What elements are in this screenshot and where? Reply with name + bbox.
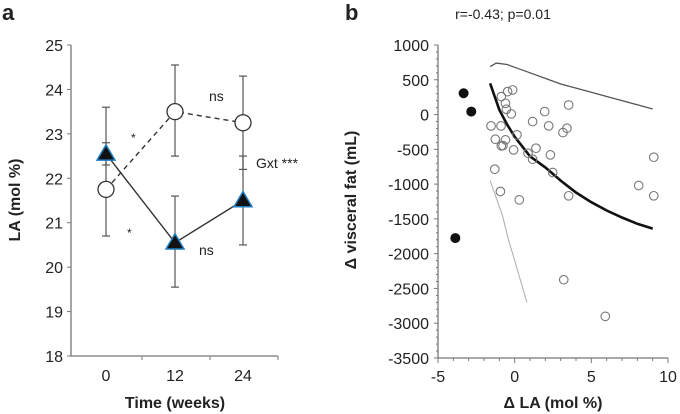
open-scatter-point <box>648 190 659 201</box>
filled-triangle-point <box>164 232 186 250</box>
open-scatter-point <box>489 164 500 175</box>
panel-b-y-tick-label: -3500 <box>388 351 429 368</box>
panel-a-y-tick-label: 21 <box>45 216 63 233</box>
panel-a-y-tick-label: 18 <box>45 349 63 366</box>
open-scatter-point <box>512 130 522 140</box>
filled-triangle-point <box>95 143 117 161</box>
panel-b-x-tick-label: 5 <box>587 369 596 386</box>
panel-a: a LA (mol %) Time (weeks) ns ns * * Gxt … <box>2 0 299 412</box>
annotation-star-upper: * <box>131 131 136 145</box>
panel-b-y-tick-label: 500 <box>402 73 429 90</box>
panel-a-y-tick-label: 20 <box>45 260 63 277</box>
panel-b-y-tick-label: 0 <box>420 108 429 125</box>
open-scatter-point <box>486 121 496 131</box>
open-scatter-point <box>531 143 541 154</box>
annotation-ns-lower: ns <box>199 242 214 258</box>
panel-b: b r=-0.43; p=0.01 Δ visceral fat (mL) Δ … <box>343 0 677 412</box>
open-scatter-point <box>558 274 569 285</box>
open-scatter-point <box>490 134 501 145</box>
panel-b-marks: 1000 500 0 -500 -1000 -1500 -2000 -2500 -3000 -35… <box>388 38 677 386</box>
open-scatter-point <box>507 85 518 95</box>
open-scatter-point <box>496 121 506 131</box>
panel-b-y-tick-label: -2500 <box>388 281 429 298</box>
open-scatter-point <box>600 311 611 322</box>
annotation-gxt: Gxt *** <box>256 155 299 171</box>
open-scatter-point <box>527 154 538 165</box>
panel-b-x-tick-label: 0 <box>510 369 519 386</box>
panel-b-y-tick-label: -3000 <box>388 316 429 333</box>
open-scatter-point <box>539 106 550 117</box>
lower-confidence-curve <box>489 180 528 303</box>
filled-scatter-point <box>466 106 477 117</box>
open-scatter-point <box>523 148 533 159</box>
open-scatter-point <box>562 123 572 134</box>
panel-a-y-tick-label: 25 <box>45 38 63 55</box>
panel-a-y-tick-label: 22 <box>45 171 63 188</box>
panel-b-label: b <box>345 0 358 25</box>
panel-a-marks: 18 19 20 21 22 23 24 25 0 12 24 <box>45 38 279 385</box>
open-scatter-point <box>508 145 519 155</box>
regression-fit-curve <box>488 82 654 230</box>
open-circle-point <box>166 102 184 121</box>
open-scatter-point <box>545 150 556 160</box>
panel-b-y-tick-label: 1000 <box>393 38 429 55</box>
panel-b-y-tick-label: -2000 <box>388 247 429 264</box>
open-scatter-point <box>648 152 659 163</box>
panel-a-y-tick-label: 24 <box>45 82 63 99</box>
panel-b-x-tick-label: -5 <box>431 369 445 386</box>
open-scatter-point <box>527 116 538 127</box>
annotation-ns-upper: ns <box>209 88 224 104</box>
panel-b-y-tick-label: -1500 <box>388 212 429 229</box>
upper-confidence-curve <box>489 62 653 110</box>
open-scatter-point <box>633 180 644 191</box>
filled-triangle-point <box>232 190 254 208</box>
panel-a-x-tick-label: 0 <box>102 368 111 385</box>
annotation-star-lower: * <box>127 226 132 240</box>
panel-a-x-tick-label: 12 <box>166 368 184 385</box>
filled-scatter-point <box>458 88 469 99</box>
open-scatter-point <box>500 135 511 145</box>
open-circle-point <box>97 180 115 199</box>
open-scatter-point <box>506 109 517 119</box>
open-scatter-point <box>563 100 574 110</box>
open-circle-point <box>234 114 252 132</box>
panel-a-x-tick-label: 24 <box>234 368 252 385</box>
panel-b-y-tick-label: -1000 <box>388 177 429 194</box>
filled-scatter-point <box>450 233 461 244</box>
open-scatter-point <box>502 86 513 97</box>
panel-b-x-axis-label: Δ LA (mol %) <box>504 395 603 412</box>
open-scatter-point <box>500 98 511 109</box>
panel-a-x-axis-label: Time (weeks) <box>125 395 225 412</box>
panel-a-label: a <box>2 0 15 25</box>
open-scatter-point <box>543 121 554 131</box>
panel-b-y-tick-label: -500 <box>397 142 429 159</box>
open-scatter-point <box>501 104 512 115</box>
open-scatter-point <box>563 190 574 201</box>
panel-a-y-axis-label: LA (mol %) <box>7 159 24 242</box>
open-scatter-point <box>498 140 508 151</box>
panel-b-y-axis-label: Δ visceral fat (mL) <box>343 131 360 270</box>
open-scatter-point <box>495 186 506 197</box>
panel-b-title: r=-0.43; p=0.01 <box>455 6 551 22</box>
panel-a-y-tick-label: 19 <box>45 305 63 322</box>
open-scatter-point <box>547 167 558 178</box>
panel-b-x-tick-label: 10 <box>659 369 677 386</box>
panel-a-y-tick-label: 23 <box>45 127 63 144</box>
open-scatter-point <box>514 194 525 205</box>
